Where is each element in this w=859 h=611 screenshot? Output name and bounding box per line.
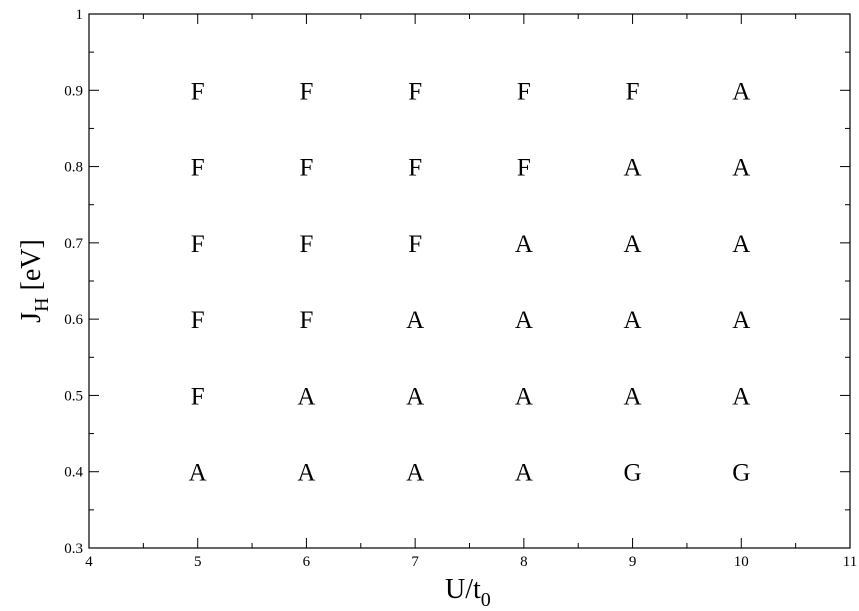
phase-point-a: A xyxy=(732,155,750,182)
phase-point-f: F xyxy=(191,231,205,258)
phase-point-a: A xyxy=(515,383,533,410)
y-tick-label: 0.5 xyxy=(64,388,83,404)
phase-point-g: G xyxy=(732,460,750,487)
phase-point-f: F xyxy=(626,78,640,105)
y-axis-title-main: J xyxy=(16,312,47,323)
phase-point-a: A xyxy=(297,383,315,410)
phase-point-a: A xyxy=(732,78,750,105)
phase-point-f: F xyxy=(191,78,205,105)
phase-point-f: F xyxy=(299,231,313,258)
phase-points: F F F F F A F F F F A A F F F A A A F F A A A A F A A A A A A A A A G G xyxy=(189,78,751,486)
x-axis-title-sub: 0 xyxy=(481,589,491,611)
x-axis-title: U/t0 xyxy=(445,574,491,611)
x-axis-title-main: U/t xyxy=(445,574,481,605)
phase-point-a: A xyxy=(406,460,424,487)
phase-point-f: F xyxy=(517,78,531,105)
phase-point-a: A xyxy=(515,307,533,334)
phase-point-g: G xyxy=(624,460,642,487)
phase-point-f: F xyxy=(408,78,422,105)
phase-point-f: F xyxy=(517,155,531,182)
phase-point-f: F xyxy=(191,383,205,410)
y-tick-label: 1 xyxy=(76,7,84,23)
phase-point-f: F xyxy=(191,307,205,334)
phase-point-a: A xyxy=(732,383,750,410)
x-tick-label: 6 xyxy=(303,554,311,570)
y-axis-title-sub: H xyxy=(31,297,53,311)
phase-point-a: A xyxy=(732,231,750,258)
phase-point-f: F xyxy=(299,155,313,182)
phase-point-a: A xyxy=(406,307,424,334)
phase-point-a: A xyxy=(515,460,533,487)
y-tick-label: 0.4 xyxy=(64,465,83,481)
phase-point-a: A xyxy=(624,383,642,410)
x-tick-label: 11 xyxy=(843,554,857,570)
axis-ticks xyxy=(88,13,851,549)
phase-point-a: A xyxy=(624,155,642,182)
y-tick-label: 0.3 xyxy=(64,541,83,557)
y-tick-label: 0.8 xyxy=(64,160,83,176)
x-tick-label: 5 xyxy=(194,554,202,570)
x-tick-label: 7 xyxy=(411,554,419,570)
phase-point-a: A xyxy=(624,231,642,258)
phase-point-f: F xyxy=(299,307,313,334)
x-tick-label: 9 xyxy=(629,554,637,570)
phase-point-f: F xyxy=(299,78,313,105)
phase-point-f: F xyxy=(408,231,422,258)
x-tick-label: 4 xyxy=(85,554,93,570)
phase-point-a: A xyxy=(406,383,424,410)
axis-tick-labels: 4 5 6 7 8 9 10 11 0.3 0.4 0.5 0.6 0.7 0.8 0.9 1 xyxy=(64,7,857,570)
phase-point-f: F xyxy=(408,155,422,182)
phase-point-a: A xyxy=(732,307,750,334)
y-axis-title: JH [eV] xyxy=(16,239,53,323)
y-tick-label: 0.6 xyxy=(64,312,83,328)
y-axis-title-suffix: [eV] xyxy=(16,239,47,297)
phase-point-a: A xyxy=(515,231,533,258)
x-tick-label: 10 xyxy=(734,554,749,570)
phase-point-a: A xyxy=(624,307,642,334)
x-tick-label: 8 xyxy=(520,554,528,570)
phase-point-a: A xyxy=(189,460,207,487)
y-tick-label: 0.7 xyxy=(64,236,83,252)
phase-point-f: F xyxy=(191,155,205,182)
phase-point-a: A xyxy=(297,460,315,487)
y-tick-label: 0.9 xyxy=(64,83,83,99)
